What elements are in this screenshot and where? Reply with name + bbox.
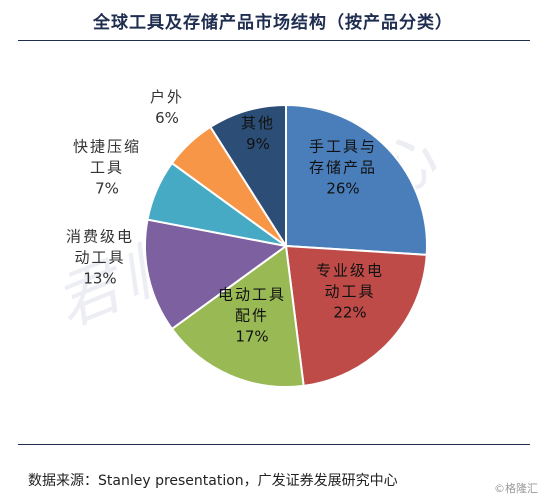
- chart-title: 全球工具及存储产品市场结构（按产品分类）: [93, 13, 453, 33]
- slice-label: 动工具: [324, 283, 375, 301]
- slice-label: 消费级电: [66, 228, 134, 246]
- slice-value-label: 26%: [326, 180, 359, 198]
- slice-value-label: 6%: [155, 109, 179, 127]
- slice-value-label: 22%: [333, 304, 366, 322]
- pie-slice: [144, 218, 289, 331]
- slice-label: 手工具与: [309, 138, 377, 156]
- slice-value-label: 9%: [246, 135, 270, 153]
- footer-divider: [18, 444, 530, 445]
- slice-label: 电动工具: [218, 286, 286, 304]
- slice-value-label: 17%: [235, 328, 268, 346]
- title-divider: [18, 40, 530, 41]
- source-note: 数据来源：Stanley presentation，广发证券发展研究中心: [28, 473, 398, 489]
- slice-label: 快捷压缩: [73, 138, 141, 156]
- credit-text: ©格隆汇: [494, 482, 538, 495]
- pie-slice: [284, 244, 428, 388]
- pie-slice: [285, 103, 428, 256]
- slice-value-label: 13%: [83, 270, 116, 288]
- slice-label: 专业级电: [316, 262, 384, 280]
- pie-slice: [209, 103, 287, 250]
- slice-value-label: 7%: [95, 180, 119, 198]
- slice-label: 存储产品: [309, 159, 377, 177]
- pie-slice: [170, 244, 305, 388]
- slice-label: 配件: [235, 307, 269, 325]
- slice-label: 工具: [90, 159, 124, 177]
- slice-label: 户外: [150, 88, 184, 106]
- slice-label: 其他: [241, 114, 275, 132]
- slice-label: 动工具: [74, 249, 125, 267]
